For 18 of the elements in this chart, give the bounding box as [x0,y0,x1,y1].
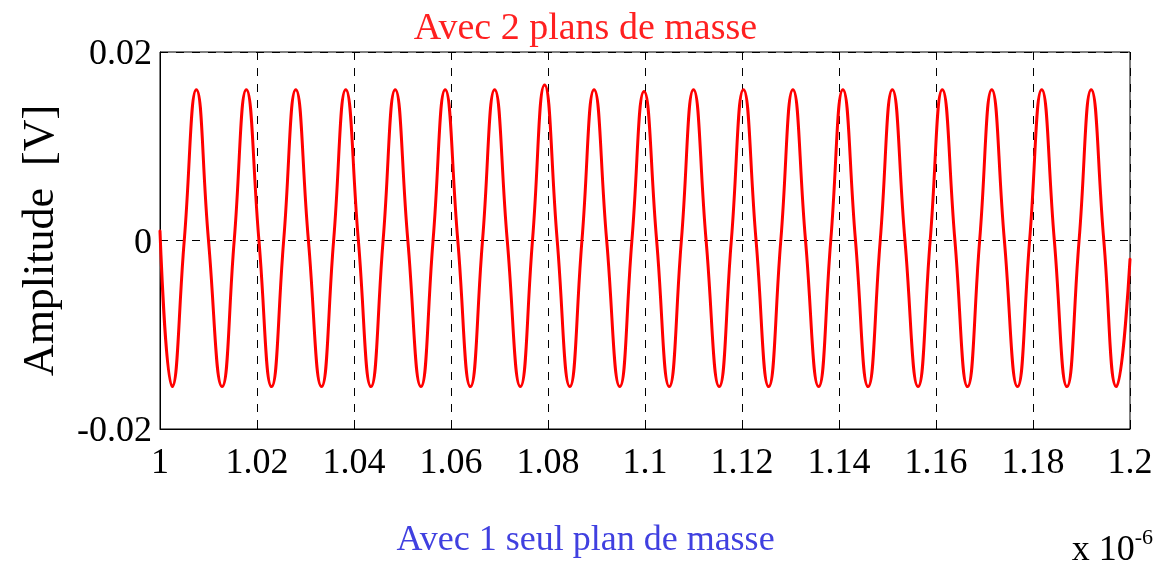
x-tick-label: 1 [151,441,169,481]
text: Avec 1 seul plan de masse [396,518,775,558]
x-tick-label: 1.02 [225,441,289,481]
x-tick-label: 1.08 [516,441,580,481]
x-tick-label: 1.12 [710,441,774,481]
x-tick-label: 1.04 [322,441,386,481]
y-axis-title: Amplitude [V] [13,104,63,377]
y-tick-label: 0.02 [89,32,152,72]
x-tick-label: 1.1 [622,441,668,481]
x-tick-label: 1.06 [419,441,483,481]
x-tick-label: 1.14 [807,441,871,481]
x-tick-label: 1.2 [1107,441,1153,481]
x-tick-label: 1.18 [1001,441,1065,481]
line-series [158,83,1132,389]
y-tick-label: 0 [134,220,152,261]
x-tick-label: 1.16 [904,441,968,481]
chart-title: Avec 2 plans de masse [413,5,758,47]
y-tick-label: -0.02 [77,409,152,449]
